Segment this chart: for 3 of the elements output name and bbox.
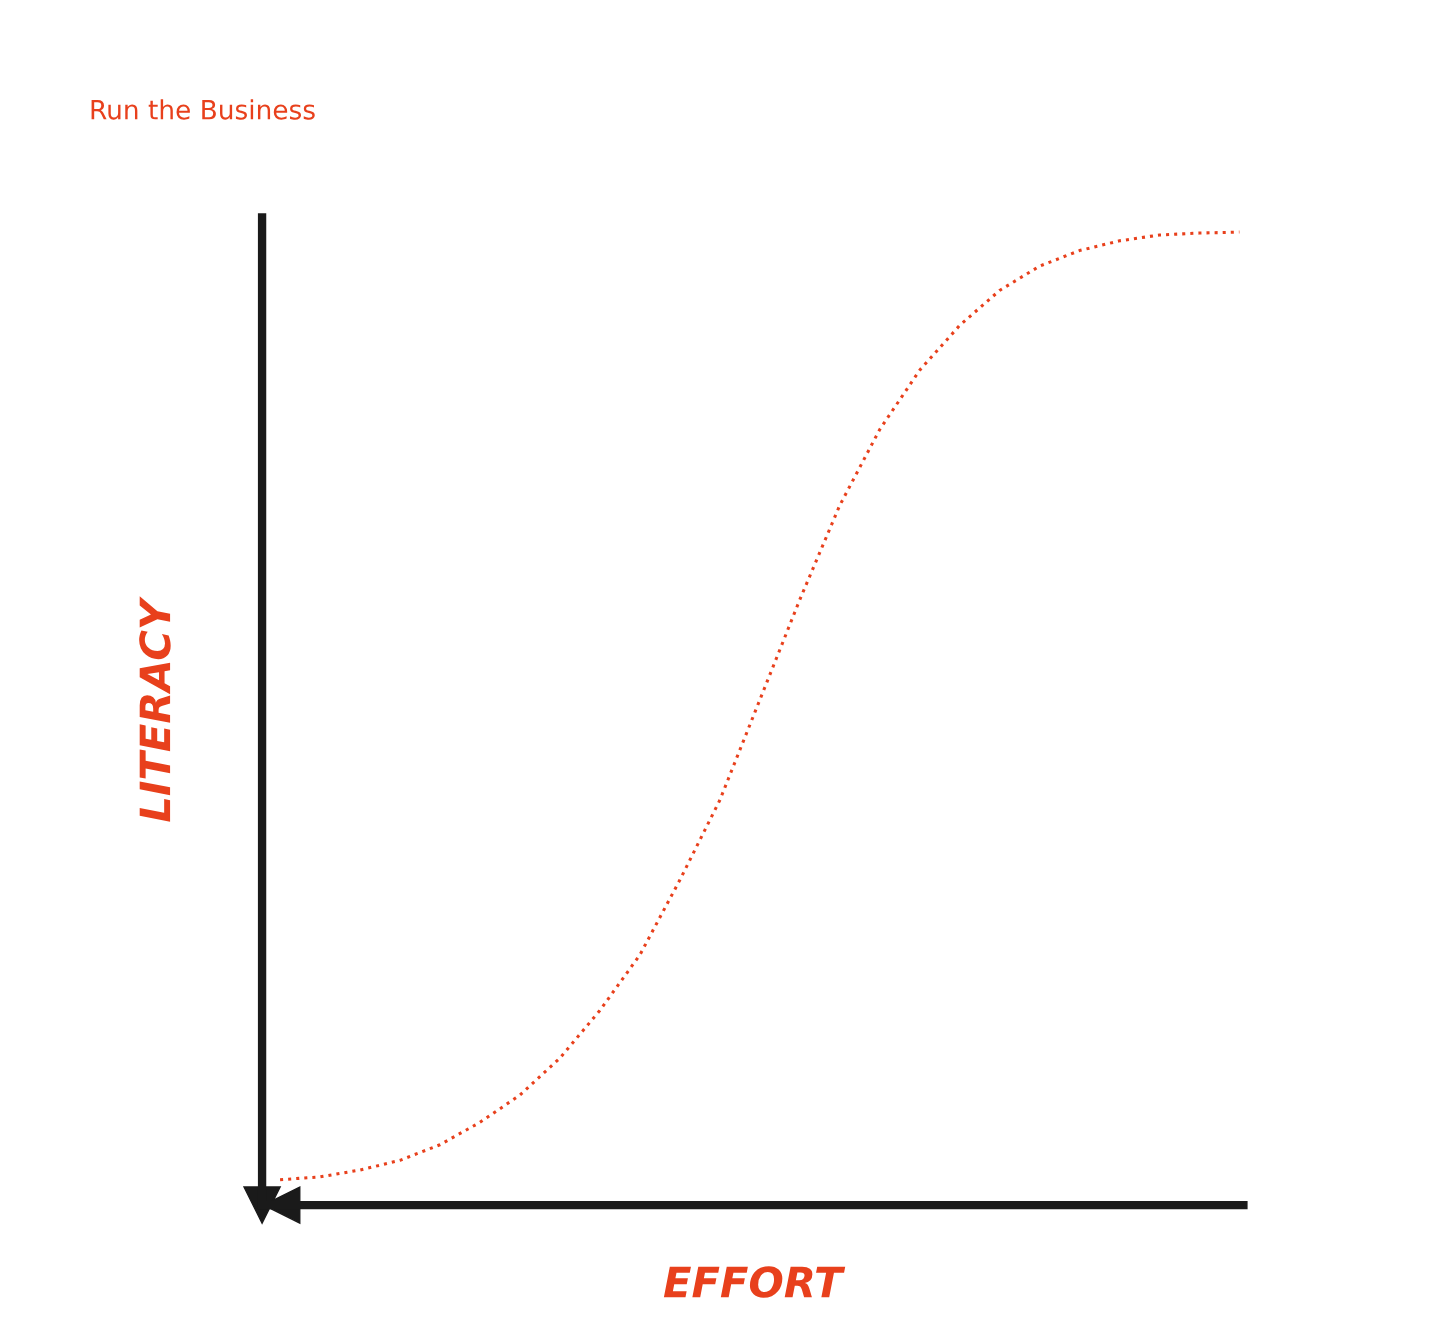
x-axis-title: EFFORT [663,1266,846,1298]
y-axis-title: LITERACY [139,596,171,822]
chart-title: Run the Business [91,99,315,120]
